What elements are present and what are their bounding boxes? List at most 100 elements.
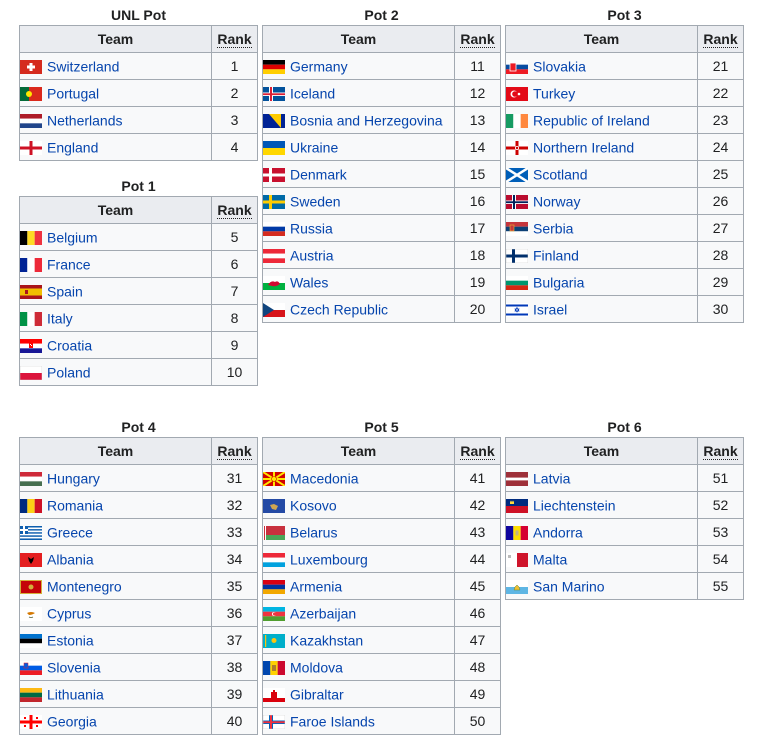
team-link-georgia[interactable]: Georgia (47, 713, 97, 730)
team-link-gibraltar[interactable]: Gibraltar (290, 686, 344, 703)
serbia-flag (506, 221, 528, 236)
scotland-flag (506, 167, 528, 182)
team-link-belarus[interactable]: Belarus (290, 524, 338, 541)
team-link-cyprus[interactable]: Cyprus (47, 605, 92, 622)
team-link-bosnia-and-herzegovina[interactable]: Bosnia and Herzegovina (290, 112, 443, 129)
team-link-czech-republic[interactable]: Czech Republic (290, 301, 389, 318)
rank-cell: 38 (211, 653, 258, 681)
team-link-norway[interactable]: Norway (533, 193, 581, 210)
team-link-malta[interactable]: Malta (533, 551, 568, 568)
team-link-northern-ireland[interactable]: Northern Ireland (533, 139, 635, 156)
team-link-greece[interactable]: Greece (47, 524, 93, 541)
table-row: Denmark 15 (262, 160, 501, 188)
rank-column-header[interactable]: Rank (211, 25, 258, 53)
table-row: Albania 34 (19, 545, 258, 573)
table-header-row: Team Rank (262, 437, 501, 465)
team-link-slovenia[interactable]: Slovenia (47, 659, 101, 676)
team-link-romania[interactable]: Romania (47, 497, 104, 514)
table-row: Italy 8 (19, 304, 258, 332)
team-link-croatia[interactable]: Croatia (47, 337, 93, 354)
team-link-luxembourg[interactable]: Luxembourg (290, 551, 368, 568)
team-link-netherlands[interactable]: Netherlands (47, 112, 123, 129)
table-row: Bulgaria 29 (505, 268, 744, 296)
team-link-russia[interactable]: Russia (290, 220, 333, 237)
team-link-kosovo[interactable]: Kosovo (290, 497, 337, 514)
table-row: Austria 18 (262, 241, 501, 269)
team-link-moldova[interactable]: Moldova (290, 659, 343, 676)
team-link-san-marino[interactable]: San Marino (533, 578, 605, 595)
rank-column-header[interactable]: Rank (211, 437, 258, 465)
team-link-portugal[interactable]: Portugal (47, 85, 100, 102)
team-link-serbia[interactable]: Serbia (533, 220, 574, 237)
table-row: San Marino 55 (505, 572, 744, 600)
table-row: Russia 17 (262, 214, 501, 242)
table-row: Luxembourg 44 (262, 545, 501, 573)
team-link-austria[interactable]: Austria (290, 247, 334, 264)
table-row: Slovakia 21 (505, 52, 744, 80)
rank-header-label: Rank (217, 443, 252, 460)
team-link-hungary[interactable]: Hungary (47, 470, 100, 487)
pot-title: Pot 3 (607, 7, 642, 23)
team-link-bulgaria[interactable]: Bulgaria (533, 274, 585, 291)
rank-cell: 45 (454, 572, 501, 600)
team-link-denmark[interactable]: Denmark (290, 166, 347, 183)
team-cell: Liechtenstein (505, 491, 698, 519)
team-link-spain[interactable]: Spain (47, 283, 83, 300)
team-link-scotland[interactable]: Scotland (533, 166, 588, 183)
team-cell: Bosnia and Herzegovina (262, 106, 455, 134)
team-link-estonia[interactable]: Estonia (47, 632, 94, 649)
rank-cell: 9 (211, 331, 258, 359)
team-link-switzerland[interactable]: Switzerland (47, 58, 120, 75)
rank-cell: 8 (211, 304, 258, 332)
team-link-turkey[interactable]: Turkey (533, 85, 576, 102)
team-cell: Israel (505, 295, 698, 323)
team-link-lithuania[interactable]: Lithuania (47, 686, 104, 703)
rank-cell: 17 (454, 214, 501, 242)
rank-column-header[interactable]: Rank (697, 437, 744, 465)
romania-flag (20, 498, 42, 513)
team-link-armenia[interactable]: Armenia (290, 578, 343, 595)
team-link-andorra[interactable]: Andorra (533, 524, 583, 541)
team-link-liechtenstein[interactable]: Liechtenstein (533, 497, 616, 514)
cyprus-flag (20, 606, 42, 621)
team-link-iceland[interactable]: Iceland (290, 85, 336, 102)
hungary-flag (20, 471, 42, 486)
team-link-poland[interactable]: Poland (47, 364, 91, 381)
team-link-macedonia[interactable]: Macedonia (290, 470, 359, 487)
rank-column-header[interactable]: Rank (211, 196, 258, 224)
czech-flag (263, 302, 285, 317)
team-link-montenegro[interactable]: Montenegro (47, 578, 122, 595)
table-row: Azerbaijan 46 (262, 599, 501, 627)
team-link-england[interactable]: England (47, 139, 99, 156)
team-link-israel[interactable]: Israel (533, 301, 568, 318)
team-link-france[interactable]: France (47, 256, 91, 273)
team-cell: Czech Republic (262, 295, 455, 323)
team-link-latvia[interactable]: Latvia (533, 470, 571, 487)
team-cell: Armenia (262, 572, 455, 600)
team-link-azerbaijan[interactable]: Azerbaijan (290, 605, 357, 622)
team-link-germany[interactable]: Germany (290, 58, 348, 75)
team-link-ukraine[interactable]: Ukraine (290, 139, 339, 156)
rank-cell: 13 (454, 106, 501, 134)
rank-column-header[interactable]: Rank (454, 437, 501, 465)
team-link-albania[interactable]: Albania (47, 551, 94, 568)
team-link-slovakia[interactable]: Slovakia (533, 58, 586, 75)
team-link-kazakhstan[interactable]: Kazakhstan (290, 632, 364, 649)
rank-cell: 10 (211, 358, 258, 386)
rank-cell: 7 (211, 277, 258, 305)
team-cell: Northern Ireland (505, 133, 698, 161)
rank-column-header[interactable]: Rank (697, 25, 744, 53)
rank-header-label: Rank (703, 31, 738, 48)
team-cell: Latvia (505, 464, 698, 492)
northern-ireland-flag (506, 140, 528, 155)
rank-column-header[interactable]: Rank (454, 25, 501, 53)
team-link-faroe-islands[interactable]: Faroe Islands (290, 713, 375, 730)
team-link-sweden[interactable]: Sweden (290, 193, 341, 210)
team-cell: Norway (505, 187, 698, 215)
team-link-wales[interactable]: Wales (290, 274, 329, 291)
team-link-finland[interactable]: Finland (533, 247, 579, 264)
finland-flag (506, 248, 528, 263)
team-link-republic-of-ireland[interactable]: Republic of Ireland (533, 112, 650, 129)
team-link-italy[interactable]: Italy (47, 310, 73, 327)
team-link-belgium[interactable]: Belgium (47, 229, 98, 246)
